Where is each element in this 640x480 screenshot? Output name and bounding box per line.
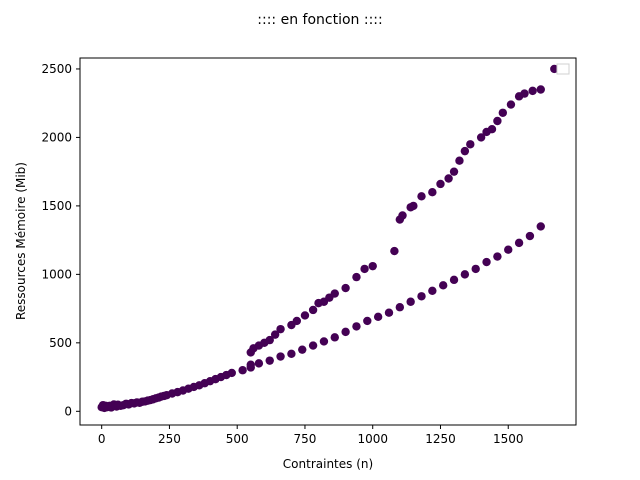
scatter-point	[298, 345, 307, 354]
scatter-point	[292, 316, 302, 326]
scatter-point	[460, 146, 470, 156]
scatter-point	[300, 311, 310, 320]
y-tick-label: 1000	[41, 267, 72, 281]
scatter-point	[428, 286, 437, 295]
x-tick-label: 1500	[493, 432, 524, 446]
scatter-point	[276, 352, 285, 361]
scatter-point	[341, 327, 350, 337]
scatter-point	[444, 174, 453, 183]
scatter-point	[384, 308, 394, 317]
scatter-point	[254, 359, 264, 368]
scatter-point	[276, 324, 285, 334]
scatter-point	[360, 264, 369, 274]
scatter-point	[341, 283, 350, 293]
scatter-point	[406, 297, 415, 306]
scatter-point	[368, 261, 377, 271]
scatter-point	[487, 125, 497, 134]
data-points	[97, 64, 559, 413]
scatter-point	[536, 85, 545, 94]
scatter-point	[514, 238, 524, 248]
scatter-point	[428, 188, 437, 197]
scatter-point	[493, 116, 502, 126]
x-tick-label: 250	[158, 432, 181, 446]
chart-title: :::: en fonction ::::	[257, 12, 382, 28]
x-axis-label: Contraintes (n)	[283, 457, 373, 471]
scatter-point	[270, 330, 280, 339]
scatter-point	[308, 341, 318, 350]
x-tick-label: 0	[98, 432, 106, 446]
scatter-point	[246, 360, 255, 369]
axis-ticks: 0 250 500 750 1000 1250 1500 0 500 1000 1500 2000 25…	[41, 62, 523, 446]
y-tick-label: 500	[49, 336, 72, 350]
scatter-point	[352, 272, 361, 282]
plot-area	[79, 57, 577, 426]
scatter-point	[373, 312, 383, 322]
scatter-point	[352, 322, 361, 331]
scatter-point	[525, 231, 535, 241]
scatter-point	[438, 281, 448, 290]
scatter-point	[476, 133, 486, 142]
y-tick-label: 0	[64, 404, 72, 418]
y-tick-label: 1500	[41, 199, 72, 213]
scatter-point	[436, 179, 445, 189]
scatter-point	[460, 270, 470, 279]
scatter-point	[330, 333, 339, 342]
scatter-point	[238, 366, 247, 375]
scatter-point	[504, 245, 513, 254]
scatter-point	[482, 257, 491, 267]
scatter-point	[319, 337, 329, 346]
scatter-point	[390, 246, 399, 256]
scatter-point	[417, 292, 426, 301]
x-tick-label: 1000	[357, 432, 388, 446]
scatter-point	[287, 349, 296, 358]
y-tick-label: 2000	[41, 130, 72, 144]
scatter-point	[265, 335, 274, 345]
scatter-point	[363, 316, 372, 326]
x-tick-label: 1250	[425, 432, 456, 446]
x-tick-label: 500	[226, 432, 249, 446]
scatter-point	[308, 305, 318, 315]
scatter-point	[550, 64, 559, 74]
scatter-point	[330, 289, 339, 298]
scatter-point	[395, 303, 405, 312]
scatter-point	[409, 201, 418, 211]
scatter-point	[471, 264, 480, 274]
legend-box	[556, 63, 570, 75]
scatter-point	[265, 356, 274, 365]
scatter-point	[227, 368, 236, 378]
scatter-point	[449, 167, 459, 176]
scatter-point	[449, 275, 459, 285]
scatter-point	[528, 86, 537, 96]
scatter-point	[417, 192, 426, 201]
scatter-point	[520, 89, 529, 98]
scatter-point	[536, 222, 545, 231]
scatter-point	[506, 100, 516, 109]
y-axis-label: Ressources Mémoire (Mib)	[14, 162, 28, 320]
y-tick-label: 2500	[41, 62, 72, 76]
scatter-point	[493, 252, 502, 261]
scatter-point	[466, 140, 475, 149]
scatter-point	[455, 156, 464, 165]
scatter-point	[398, 211, 407, 220]
scatter-point	[498, 108, 508, 117]
x-tick-label: 750	[294, 432, 317, 446]
